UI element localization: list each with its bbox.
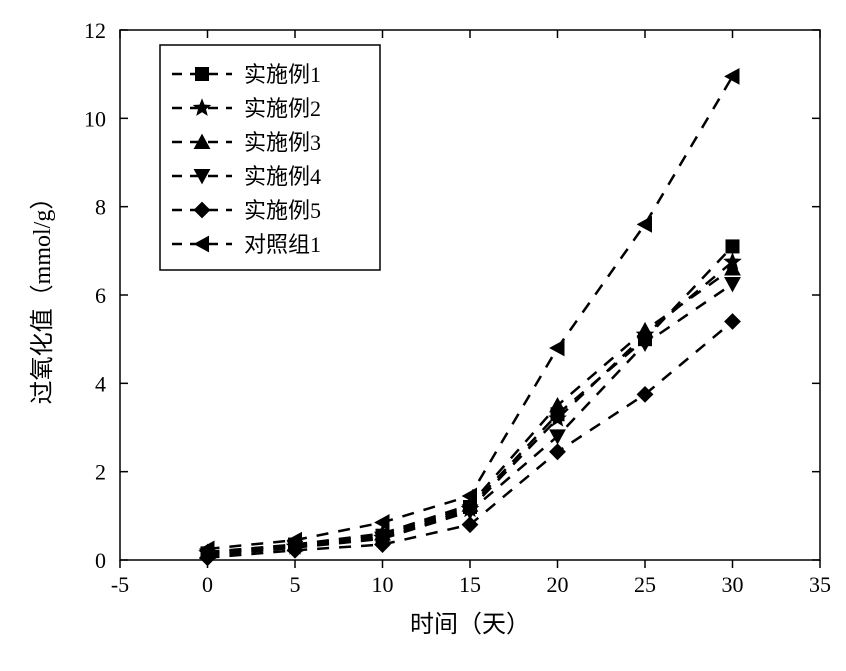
y-tick-label: 12 xyxy=(84,18,106,43)
line-chart: -505101520253035024681012时间（天）过氧化值（mmol/… xyxy=(0,0,846,671)
data-marker xyxy=(724,313,741,330)
legend-label: 对照组1 xyxy=(244,232,321,257)
x-tick-label: 20 xyxy=(547,572,569,597)
data-marker xyxy=(726,239,740,253)
y-axis-label: 过氧化值（mmol/g） xyxy=(29,186,56,405)
legend-label: 实施例1 xyxy=(244,62,321,87)
data-marker xyxy=(724,277,741,292)
data-marker xyxy=(637,322,654,337)
x-tick-label: 5 xyxy=(290,572,301,597)
data-marker xyxy=(195,67,209,81)
data-marker xyxy=(724,68,739,85)
legend-label: 实施例4 xyxy=(244,164,321,189)
legend-label: 实施例2 xyxy=(244,96,321,121)
y-tick-label: 8 xyxy=(95,195,106,220)
x-tick-label: 25 xyxy=(634,572,656,597)
x-axis-label: 时间（天） xyxy=(410,611,530,638)
series-4 xyxy=(199,313,741,566)
data-marker xyxy=(549,397,566,412)
x-tick-label: 35 xyxy=(809,572,831,597)
y-tick-label: 4 xyxy=(95,371,106,396)
y-tick-label: 2 xyxy=(95,460,106,485)
x-tick-label: 15 xyxy=(459,572,481,597)
x-tick-label: 10 xyxy=(372,572,394,597)
legend-label: 实施例3 xyxy=(244,130,321,155)
x-tick-label: 30 xyxy=(722,572,744,597)
y-tick-label: 6 xyxy=(95,283,106,308)
y-tick-label: 10 xyxy=(84,106,106,131)
x-tick-label: -5 xyxy=(111,572,129,597)
data-marker xyxy=(637,216,652,233)
legend-label: 实施例5 xyxy=(244,198,321,223)
data-marker xyxy=(549,443,566,460)
y-tick-label: 0 xyxy=(95,548,106,573)
data-marker xyxy=(549,340,564,357)
chart-container: -505101520253035024681012时间（天）过氧化值（mmol/… xyxy=(0,0,846,671)
x-tick-label: 0 xyxy=(202,572,213,597)
